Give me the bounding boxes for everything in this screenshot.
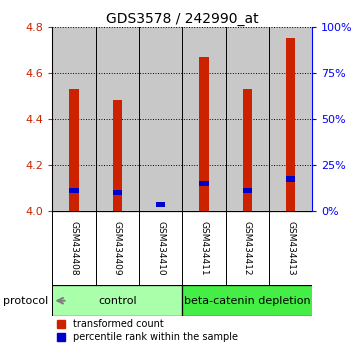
Bar	[113, 101, 122, 211]
Text: protocol: protocol	[3, 296, 48, 306]
Bar	[182, 27, 226, 211]
Bar	[113, 190, 122, 195]
Text: GSM434408: GSM434408	[70, 221, 78, 276]
Text: control: control	[98, 296, 136, 306]
Bar	[69, 89, 79, 211]
Text: GSM434411: GSM434411	[200, 221, 208, 276]
Bar	[139, 27, 182, 211]
Bar	[243, 89, 252, 211]
Bar	[199, 57, 209, 211]
Bar	[286, 38, 295, 211]
Bar	[52, 285, 182, 316]
Text: beta-catenin depletion: beta-catenin depletion	[184, 296, 310, 306]
Bar	[243, 188, 252, 193]
Bar	[182, 285, 312, 316]
Bar	[199, 181, 209, 186]
Text: GSM434409: GSM434409	[113, 221, 122, 276]
Text: GSM434412: GSM434412	[243, 221, 252, 276]
Title: GDS3578 / 242990_at: GDS3578 / 242990_at	[106, 12, 258, 25]
Bar	[226, 27, 269, 211]
Bar	[286, 177, 295, 182]
Text: GSM434410: GSM434410	[156, 221, 165, 276]
Bar	[269, 27, 312, 211]
Legend: transformed count, percentile rank within the sample: transformed count, percentile rank withi…	[57, 319, 238, 342]
Bar	[52, 27, 96, 211]
Bar	[156, 202, 165, 207]
Bar	[96, 27, 139, 211]
Bar	[69, 188, 79, 193]
Text: GSM434413: GSM434413	[286, 221, 295, 276]
